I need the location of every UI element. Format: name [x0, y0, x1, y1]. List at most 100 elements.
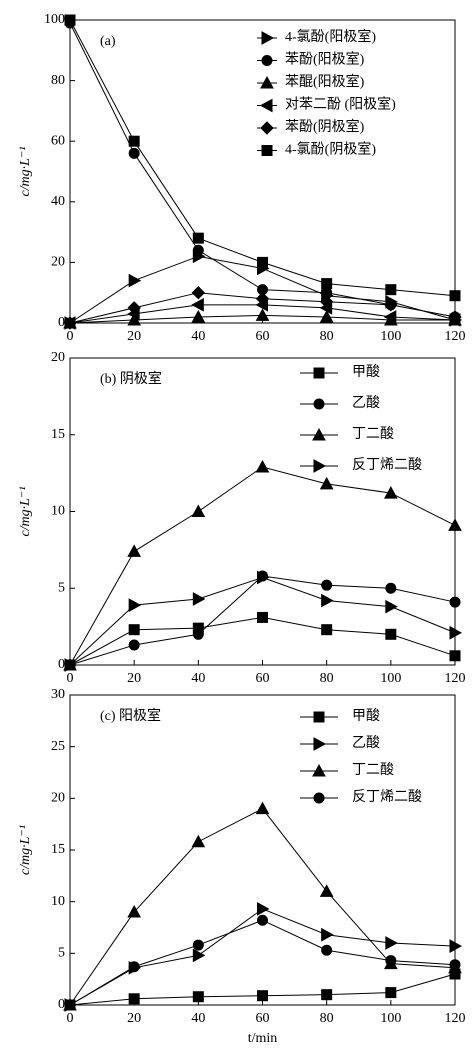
legend-label: 反丁烯二酸	[352, 457, 422, 473]
y-tick-label: 5	[58, 946, 65, 961]
panel-label: (c) 阳极室	[100, 707, 161, 724]
marker	[128, 147, 140, 159]
y-tick-label: 80	[51, 73, 65, 88]
x-tick-label: 100	[380, 671, 401, 686]
y-tick-label: 0	[58, 315, 65, 330]
legend-marker	[313, 792, 325, 804]
marker	[192, 232, 204, 244]
x-tick-label: 0	[67, 1011, 74, 1026]
legend-marker	[260, 121, 274, 135]
legend-marker	[313, 737, 327, 751]
marker	[128, 993, 140, 1005]
legend-marker	[312, 427, 326, 441]
marker	[255, 292, 270, 306]
x-tick-label: 100	[380, 329, 401, 344]
legend-label: 对苯二酚 (阳极室)	[285, 96, 396, 113]
x-tick-label: 100	[380, 1011, 401, 1026]
marker	[385, 284, 397, 296]
marker	[384, 298, 398, 312]
y-tick-label: 25	[51, 739, 65, 754]
marker	[257, 570, 270, 585]
marker	[64, 658, 78, 672]
marker	[257, 902, 270, 916]
marker	[128, 273, 142, 288]
legend-marker	[313, 367, 325, 379]
marker	[448, 518, 462, 531]
y-axis-label: c/mg·L⁻¹	[18, 825, 33, 875]
marker	[191, 834, 206, 848]
x-tick-label: 0	[67, 671, 74, 686]
marker	[128, 135, 140, 147]
y-tick-label: 60	[51, 133, 65, 148]
legend-marker	[313, 459, 327, 473]
marker	[128, 961, 140, 973]
legend-label: 甲酸	[352, 708, 380, 724]
marker	[255, 308, 270, 321]
legend-label: 4-氯酚(阴极室)	[285, 141, 376, 158]
marker	[128, 639, 140, 651]
x-tick-label: 60	[256, 329, 270, 344]
marker	[321, 944, 333, 956]
marker	[127, 312, 142, 326]
marker	[385, 582, 397, 594]
marker	[385, 955, 397, 967]
marker	[385, 987, 397, 999]
marker	[449, 625, 463, 640]
x-tick-label: 20	[127, 671, 141, 686]
y-tick-label: 20	[51, 791, 65, 806]
y-tick-label: 10	[51, 504, 65, 519]
series-line	[69, 616, 456, 666]
marker	[64, 999, 76, 1011]
marker	[449, 939, 463, 953]
legend-label: 苯酚(阴极室)	[285, 118, 365, 135]
panel-label: (a)	[100, 34, 116, 49]
x-tick-label: 0	[67, 329, 74, 344]
marker	[383, 310, 397, 324]
marker	[385, 628, 397, 640]
y-tick-label: 15	[51, 842, 65, 857]
x-tick-label: 20	[127, 329, 141, 344]
legend-label: 乙酸	[352, 735, 380, 751]
y-tick-label: 100	[44, 12, 65, 27]
marker	[385, 599, 398, 614]
marker	[257, 914, 268, 926]
series-line	[69, 466, 456, 666]
legend-label: 苯醌(阳极室)	[285, 73, 365, 90]
legend-label: 甲酸	[352, 364, 380, 380]
marker	[192, 948, 206, 963]
x-tick-label: 80	[320, 1011, 334, 1026]
y-tick-label: 15	[51, 427, 65, 442]
x-tick-label: 40	[191, 1011, 205, 1026]
legend-marker	[261, 55, 273, 66]
y-tick-label: 5	[58, 580, 65, 595]
legend-label: 反丁烯二酸	[352, 789, 422, 805]
y-tick-label: 20	[51, 255, 65, 270]
marker	[192, 991, 204, 1003]
marker	[191, 285, 206, 300]
marker	[321, 927, 334, 942]
marker	[385, 936, 398, 950]
y-tick-label: 0	[58, 657, 65, 672]
panel-label: (b) 阴极室	[100, 370, 162, 387]
marker	[257, 990, 268, 1002]
legend-marker	[261, 31, 275, 45]
marker	[192, 939, 204, 951]
marker	[321, 278, 333, 290]
marker	[128, 598, 142, 612]
y-tick-label: 30	[51, 687, 65, 702]
marker	[321, 593, 334, 608]
marker	[321, 624, 333, 636]
legend-marker	[312, 763, 326, 777]
marker	[319, 476, 334, 490]
marker	[127, 544, 142, 557]
marker	[192, 628, 204, 640]
x-tick-label: 40	[191, 329, 205, 344]
legend-label: 丁二酸	[352, 762, 394, 778]
marker	[191, 504, 206, 517]
marker	[255, 801, 270, 815]
legend-label: 丁二酸	[352, 426, 394, 442]
x-tick-label: 120	[445, 1011, 466, 1026]
y-axis-label: c/mg·L⁻¹	[18, 146, 33, 196]
x-tick-label: 60	[256, 1011, 270, 1026]
x-tick-label: 60	[256, 671, 270, 686]
